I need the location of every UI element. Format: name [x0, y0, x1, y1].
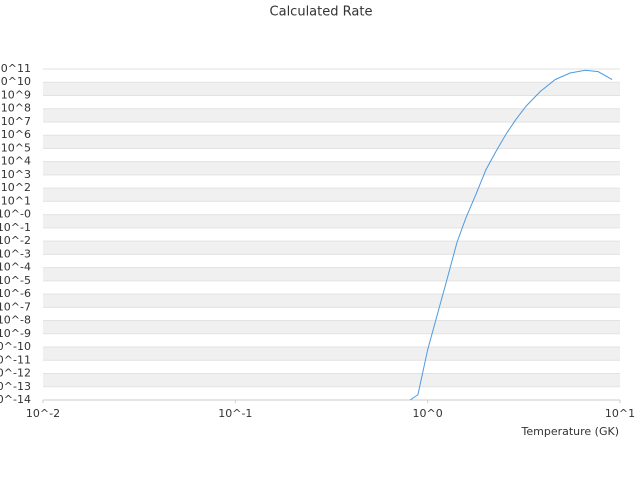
x-tick-label: 10^-2: [26, 407, 60, 420]
y-tick-label: 10^-1: [0, 221, 31, 234]
grid-band: [43, 241, 620, 255]
plot-background: [43, 68, 620, 401]
y-tick-label: 10^-14: [0, 393, 31, 406]
x-tick-label: 10^1: [605, 407, 635, 420]
y-tick-label: 10^-0: [0, 208, 31, 221]
grid-band: [43, 135, 620, 149]
y-tick-label: 10^-6: [0, 287, 31, 300]
grid-band: [43, 320, 620, 334]
y-tick-label: 10^-10: [0, 340, 31, 353]
y-tick-label: 10^-13: [0, 380, 31, 393]
y-tick-label: 10^8: [1, 102, 31, 115]
y-tick-label: 10^-8: [0, 314, 31, 327]
grid-band: [43, 347, 620, 361]
y-tick-label: 10^1: [1, 194, 31, 207]
y-tick-label: 10^-11: [0, 353, 31, 366]
x-tick-label: 10^0: [413, 407, 443, 420]
y-tick-label: 10^-2: [0, 234, 31, 247]
y-tick-label: 10^-9: [0, 327, 31, 340]
grid-band: [43, 373, 620, 387]
y-tick-label: 10^-3: [0, 247, 31, 260]
grid-band: [43, 82, 620, 96]
x-tick-label: 10^-1: [218, 407, 252, 420]
data-line: [409, 69, 613, 401]
y-tick-label: 10^5: [1, 141, 31, 154]
y-tick-label: 10^-12: [0, 367, 31, 380]
grid-band: [43, 294, 620, 308]
grid-band: [43, 108, 620, 122]
grid-band: [43, 161, 620, 175]
y-tick-label: 10^-4: [0, 261, 31, 274]
y-tick-label: 10^2: [1, 181, 31, 194]
grid-band: [43, 214, 620, 228]
grid-band: [43, 188, 620, 202]
y-tick-label: 10^6: [1, 128, 31, 141]
grid-band: [43, 267, 620, 281]
chart-title: Calculated Rate: [270, 5, 373, 20]
y-tick-label: 10^-5: [0, 274, 31, 287]
y-tick-label: 10^3: [1, 168, 31, 181]
y-tick-label: 10^9: [1, 88, 31, 101]
y-tick-label: 10^11: [0, 62, 31, 75]
x-axis-label: Temperature (GK): [521, 425, 620, 438]
y-tick-label: 10^10: [0, 75, 31, 88]
y-tick-label: 10^-7: [0, 300, 31, 313]
y-tick-label: 10^4: [1, 155, 31, 168]
y-tick-label: 10^7: [1, 115, 31, 128]
